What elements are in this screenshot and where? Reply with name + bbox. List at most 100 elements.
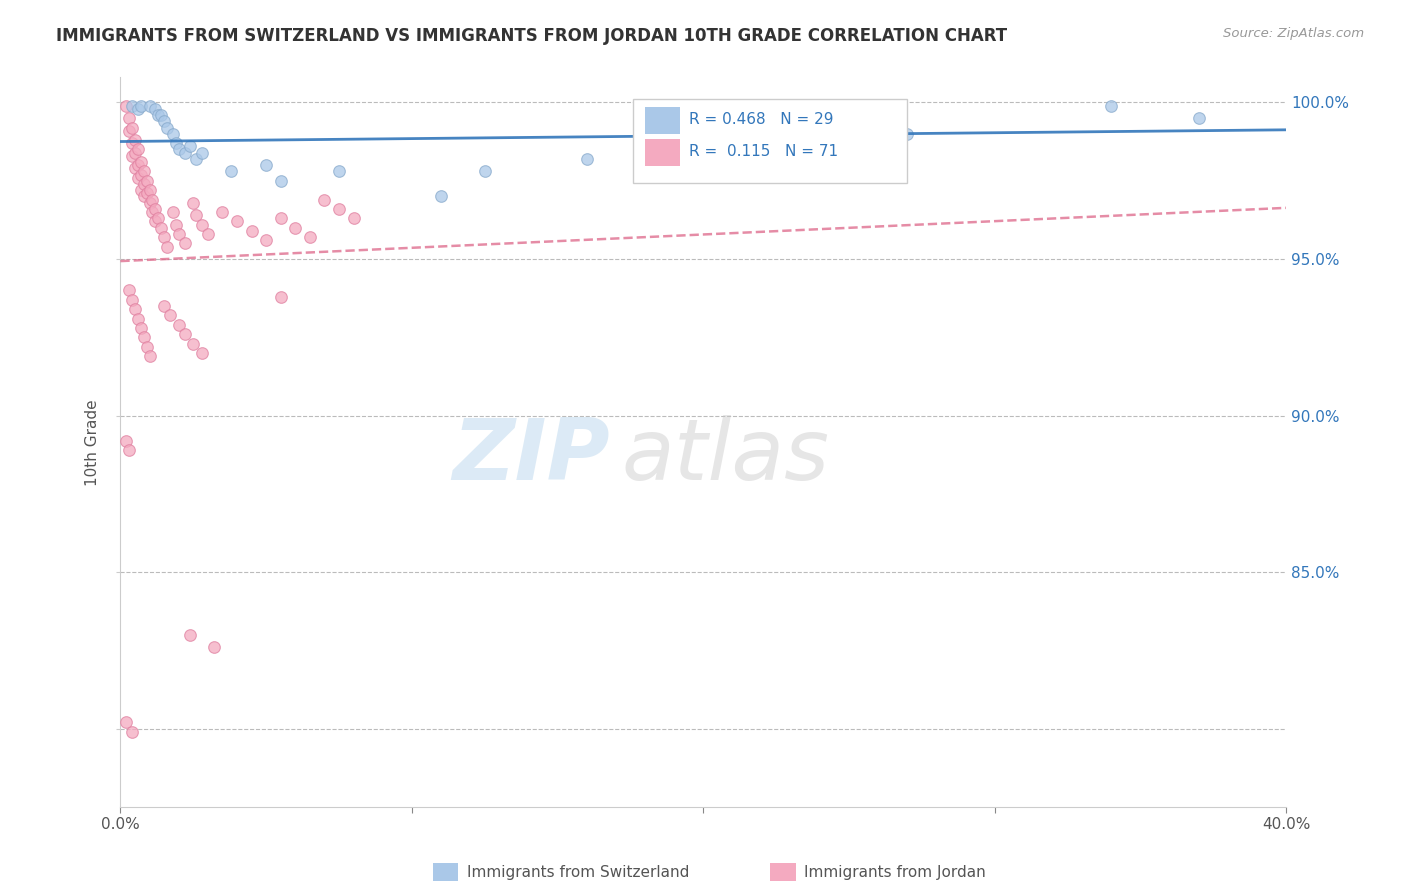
Point [211, 205, 233, 219]
Point [173, 236, 195, 251]
Text: R =  0.115   N = 71: R = 0.115 N = 71 [689, 145, 838, 160]
Point [148, 211, 170, 226]
Point [179, 628, 201, 642]
Point [138, 349, 160, 363]
Point [165, 218, 187, 232]
Text: Immigrants from Jordan: Immigrants from Jordan [804, 865, 986, 880]
Text: R = 0.468   N = 29: R = 0.468 N = 29 [689, 112, 834, 128]
Point [129, 321, 152, 335]
Point [135, 174, 157, 188]
Point [150, 220, 173, 235]
Point [145, 214, 167, 228]
Point [328, 164, 350, 178]
Text: Source: ZipAtlas.com: Source: ZipAtlas.com [1223, 27, 1364, 40]
Point [145, 202, 167, 216]
Point [141, 193, 163, 207]
Point [153, 114, 176, 128]
Point [138, 98, 160, 112]
Point [141, 205, 163, 219]
Point [159, 309, 181, 323]
Point [121, 293, 143, 307]
Point [191, 346, 214, 360]
Y-axis label: 10th Grade: 10th Grade [86, 399, 100, 485]
Point [121, 149, 143, 163]
Point [240, 224, 263, 238]
Point [115, 715, 138, 730]
Point [197, 227, 219, 241]
Point [121, 120, 143, 135]
Point [135, 186, 157, 201]
Point [284, 220, 307, 235]
Point [135, 340, 157, 354]
Point [127, 170, 149, 185]
Point [181, 195, 204, 210]
Point [118, 123, 141, 137]
Point [270, 174, 292, 188]
Point [165, 136, 187, 151]
Text: atlas: atlas [621, 416, 830, 499]
Point [186, 152, 208, 166]
Point [121, 98, 143, 112]
Point [1099, 98, 1122, 112]
Point [328, 202, 350, 216]
Point [173, 327, 195, 342]
Point [127, 143, 149, 157]
Point [129, 183, 152, 197]
Point [129, 155, 152, 169]
Point [202, 640, 225, 655]
Point [124, 161, 146, 176]
Point [124, 302, 146, 317]
Point [124, 133, 146, 147]
Point [115, 434, 138, 448]
Point [132, 330, 155, 344]
Point [167, 143, 190, 157]
Point [132, 177, 155, 191]
Point [167, 318, 190, 332]
Text: IMMIGRANTS FROM SWITZERLAND VS IMMIGRANTS FROM JORDAN 10TH GRADE CORRELATION CHA: IMMIGRANTS FROM SWITZERLAND VS IMMIGRANT… [56, 27, 1007, 45]
Point [121, 136, 143, 151]
Point [575, 152, 598, 166]
Point [342, 211, 364, 226]
Point [191, 218, 214, 232]
Point [219, 164, 242, 178]
Point [156, 239, 179, 253]
Point [150, 108, 173, 122]
Point [254, 158, 277, 172]
Point [474, 164, 496, 178]
Point [692, 133, 714, 147]
Point [148, 108, 170, 122]
Point [132, 189, 155, 203]
Point [808, 143, 831, 157]
Point [186, 208, 208, 222]
Point [138, 195, 160, 210]
Point [118, 111, 141, 125]
Point [127, 102, 149, 116]
Point [118, 443, 141, 458]
Point [430, 189, 453, 203]
Point [127, 311, 149, 326]
Bar [645, 107, 681, 135]
Point [162, 127, 184, 141]
Point [127, 158, 149, 172]
Point [270, 290, 292, 304]
Point [153, 230, 176, 244]
Point [153, 299, 176, 313]
Point [167, 227, 190, 241]
Point [129, 168, 152, 182]
Point [298, 230, 321, 244]
Text: ZIP: ZIP [453, 416, 610, 499]
Point [156, 120, 179, 135]
Point [115, 98, 138, 112]
Point [132, 164, 155, 178]
Point [124, 145, 146, 160]
Point [270, 211, 292, 226]
Point [191, 145, 214, 160]
Point [121, 724, 143, 739]
Point [162, 205, 184, 219]
Point [179, 139, 201, 153]
Point [145, 102, 167, 116]
Point [173, 145, 195, 160]
Bar [633, 99, 907, 183]
Text: Immigrants from Switzerland: Immigrants from Switzerland [467, 865, 689, 880]
Point [314, 193, 336, 207]
